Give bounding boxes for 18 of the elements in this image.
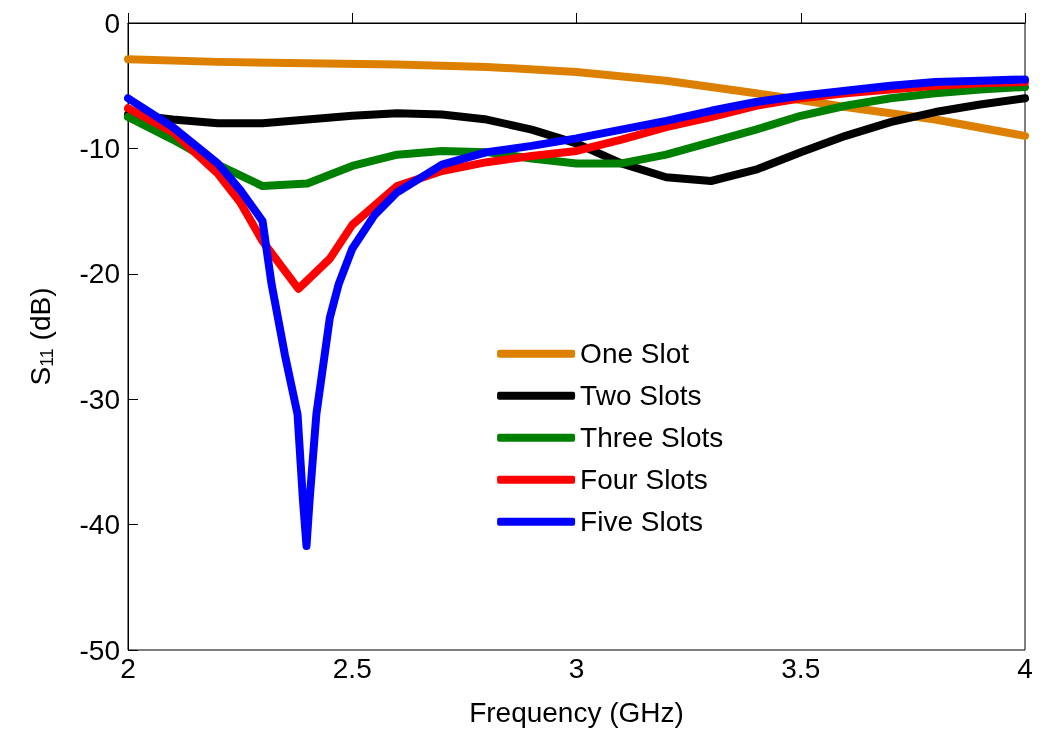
y-tick-label: -30 — [79, 383, 120, 415]
x-tick-label: 3.5 — [781, 652, 821, 684]
y-tick-label: -50 — [79, 634, 120, 666]
y-tick-label: -20 — [79, 258, 120, 290]
x-tick-label: 3 — [568, 652, 585, 684]
legend-label: Four Slots — [580, 464, 708, 496]
x-tick-label: 4 — [1017, 652, 1033, 684]
legend-label: Five Slots — [580, 506, 704, 538]
legend-label: Two Slots — [580, 380, 702, 412]
y-tick-label: -40 — [79, 509, 120, 541]
y-tick-label: -10 — [79, 132, 120, 164]
legend-label: Three Slots — [580, 422, 724, 454]
x-axis-title: Frequency (GHz) — [469, 696, 684, 728]
y-axis-title: S11 (dB) — [24, 287, 57, 386]
x-tick-label: 2.5 — [332, 652, 372, 684]
y-tick-label: 0 — [104, 7, 120, 39]
x-tick-label: 2 — [120, 652, 136, 684]
legend-label: One Slot — [580, 338, 690, 370]
